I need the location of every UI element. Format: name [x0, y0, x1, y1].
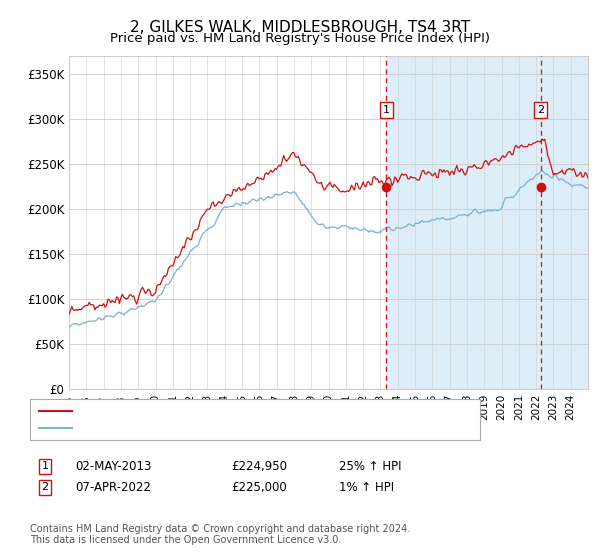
Text: 1: 1 — [41, 461, 49, 472]
Text: 2: 2 — [537, 105, 544, 115]
Text: 2, GILKES WALK, MIDDLESBROUGH, TS4 3RT: 2, GILKES WALK, MIDDLESBROUGH, TS4 3RT — [130, 20, 470, 35]
Text: £224,950: £224,950 — [231, 460, 287, 473]
Text: HPI: Average price, detached house, Middlesbrough: HPI: Average price, detached house, Midd… — [78, 423, 361, 433]
Text: 1% ↑ HPI: 1% ↑ HPI — [339, 480, 394, 494]
Text: £225,000: £225,000 — [231, 480, 287, 494]
Text: Contains HM Land Registry data © Crown copyright and database right 2024.
This d: Contains HM Land Registry data © Crown c… — [30, 524, 410, 545]
Text: 1: 1 — [383, 105, 390, 115]
Text: 2, GILKES WALK, MIDDLESBROUGH, TS4 3RT (detached house): 2, GILKES WALK, MIDDLESBROUGH, TS4 3RT (… — [78, 405, 421, 416]
Text: 02-MAY-2013: 02-MAY-2013 — [75, 460, 151, 473]
Text: 07-APR-2022: 07-APR-2022 — [75, 480, 151, 494]
Text: 2: 2 — [41, 482, 49, 492]
Bar — [386, 56, 596, 389]
Text: 25% ↑ HPI: 25% ↑ HPI — [339, 460, 401, 473]
Text: Price paid vs. HM Land Registry's House Price Index (HPI): Price paid vs. HM Land Registry's House … — [110, 32, 490, 45]
